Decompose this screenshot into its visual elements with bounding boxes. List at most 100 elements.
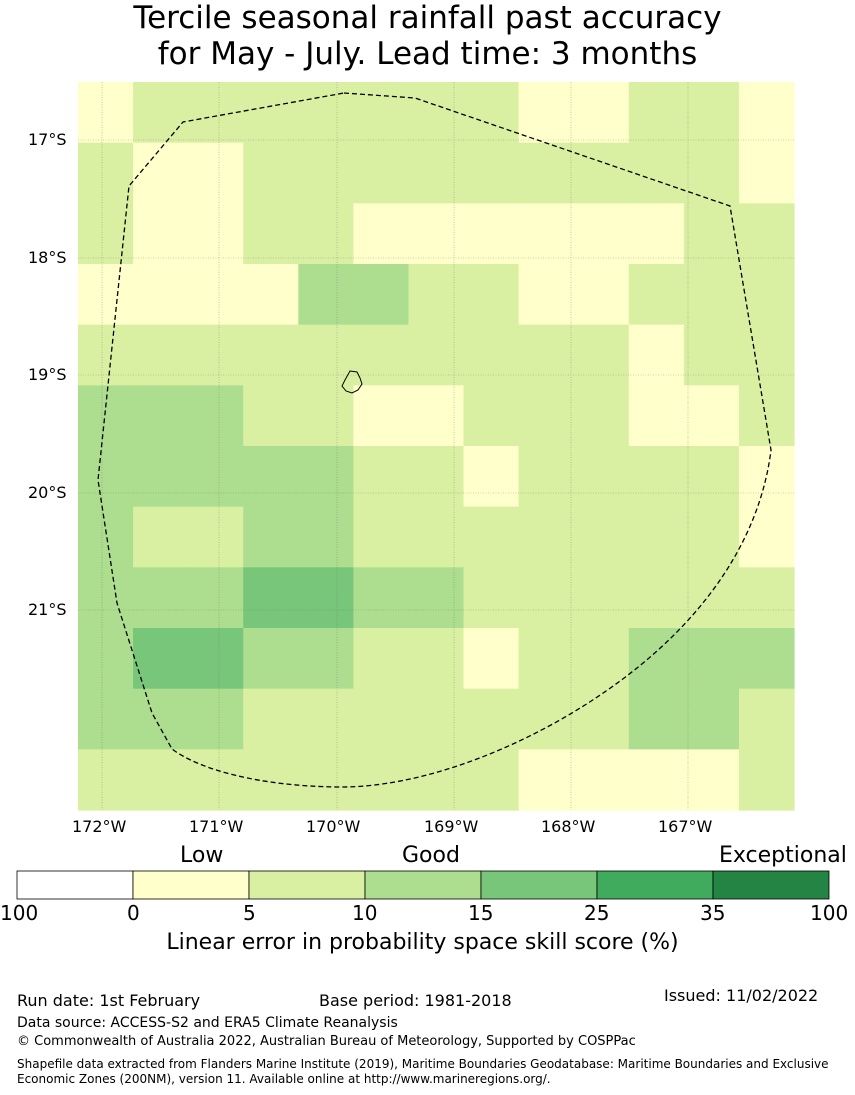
grid-cell bbox=[133, 324, 189, 386]
grid-cell bbox=[188, 82, 244, 144]
grid-cell bbox=[78, 628, 134, 690]
colorbar-tick-35: 35 bbox=[700, 901, 726, 925]
issued-date: Issued: 11/02/2022 bbox=[664, 986, 819, 1005]
map-title-line-1: Tercile seasonal rainfall past accuracy bbox=[133, 0, 722, 36]
grid-cell bbox=[683, 142, 740, 204]
grid-cell bbox=[353, 203, 410, 265]
grid-cell bbox=[573, 506, 630, 568]
grid-cell bbox=[298, 688, 354, 750]
grid-cell bbox=[518, 385, 575, 447]
grid-cell bbox=[628, 82, 685, 144]
grid-cell bbox=[188, 324, 244, 386]
grid-cell bbox=[683, 749, 740, 811]
grid-cell bbox=[243, 446, 299, 508]
grid-cell bbox=[133, 203, 189, 265]
grid-cell bbox=[628, 567, 685, 629]
grid-cell bbox=[133, 567, 189, 629]
category-good: Good bbox=[402, 843, 460, 868]
grid-cell bbox=[683, 506, 740, 568]
grid-cell bbox=[683, 446, 740, 508]
lat-label-19s: 19°S bbox=[28, 365, 67, 384]
grid-cell bbox=[518, 446, 575, 508]
grid-cell bbox=[408, 82, 465, 144]
lon-label-167w: 167°W bbox=[658, 817, 713, 836]
lat-label-20s: 20°S bbox=[28, 483, 67, 502]
colorbar-tick-100-right: 100 bbox=[810, 901, 849, 925]
grid-cell bbox=[243, 749, 299, 811]
grid-cell bbox=[188, 628, 244, 690]
base-period: Base period: 1981-2018 bbox=[319, 991, 512, 1010]
grid-cell bbox=[738, 688, 795, 750]
grid-cell bbox=[683, 385, 740, 447]
grid-cell bbox=[463, 628, 520, 690]
grid-cell bbox=[188, 567, 244, 629]
lon-label-172w: 172°W bbox=[72, 817, 127, 836]
graticule bbox=[78, 82, 794, 810]
grid-cell bbox=[133, 446, 189, 508]
grid-cell bbox=[133, 385, 189, 447]
grid-cell bbox=[78, 688, 134, 750]
grid-cell bbox=[518, 628, 575, 690]
colorbar-segment bbox=[712, 870, 830, 900]
grid-cell bbox=[243, 567, 299, 629]
colorbar-segment bbox=[248, 870, 366, 900]
grid-cell bbox=[463, 567, 520, 629]
grid-cell bbox=[353, 264, 410, 326]
grid-cell bbox=[408, 749, 465, 811]
grid-cell bbox=[408, 446, 465, 508]
grid-cell bbox=[683, 628, 740, 690]
grid-cell bbox=[408, 506, 465, 568]
grid-cell bbox=[243, 203, 299, 265]
grid-cell bbox=[683, 324, 740, 386]
lat-label-18s: 18°S bbox=[28, 248, 67, 267]
grid-cell bbox=[408, 264, 465, 326]
grid-cell bbox=[463, 82, 520, 144]
colorbar-segment bbox=[364, 870, 482, 900]
grid-cell bbox=[463, 324, 520, 386]
grid-cell bbox=[738, 385, 795, 447]
grid-cell bbox=[518, 688, 575, 750]
grid-cell bbox=[683, 567, 740, 629]
grid-cell bbox=[628, 506, 685, 568]
grid-cell bbox=[463, 506, 520, 568]
grid-cell bbox=[408, 203, 465, 265]
grid-cell bbox=[738, 142, 795, 204]
skill-grid bbox=[78, 82, 795, 811]
grid-cell bbox=[353, 324, 410, 386]
grid-cell bbox=[518, 749, 575, 811]
grid-cell bbox=[518, 567, 575, 629]
grid-cell bbox=[738, 567, 795, 629]
grid-cell bbox=[628, 446, 685, 508]
grid-cell bbox=[738, 324, 795, 386]
grid-cell bbox=[683, 82, 740, 144]
grid-cell bbox=[298, 385, 354, 447]
grid-cell bbox=[133, 264, 189, 326]
grid-cell bbox=[463, 203, 520, 265]
grid-cell bbox=[738, 82, 795, 144]
grid-cell bbox=[298, 567, 354, 629]
grid-cell bbox=[683, 203, 740, 265]
grid-cell bbox=[353, 446, 410, 508]
colorbar-tick-15: 15 bbox=[468, 901, 494, 925]
colorbar-tick-5: 5 bbox=[243, 901, 256, 925]
grid-cell bbox=[353, 506, 410, 568]
grid-cell bbox=[408, 324, 465, 386]
grid-cell bbox=[683, 688, 740, 750]
grid-cell bbox=[738, 628, 795, 690]
eez-boundary bbox=[97, 92, 772, 788]
grid-cell bbox=[188, 385, 244, 447]
grid-cell bbox=[133, 142, 189, 204]
grid-cell bbox=[188, 446, 244, 508]
grid-cell bbox=[628, 749, 685, 811]
grid-cell bbox=[78, 567, 134, 629]
grid-cell bbox=[188, 142, 244, 204]
lon-label-168w: 168°W bbox=[541, 817, 596, 836]
shapefile-credit-line-2: Economic Zones (200NM), version 11. Avai… bbox=[17, 1072, 551, 1086]
grid-cell bbox=[353, 142, 410, 204]
grid-cell bbox=[243, 264, 299, 326]
grid-cell bbox=[78, 203, 134, 265]
grid-cell bbox=[463, 385, 520, 447]
grid-cell bbox=[78, 142, 134, 204]
grid-cell bbox=[298, 264, 354, 326]
